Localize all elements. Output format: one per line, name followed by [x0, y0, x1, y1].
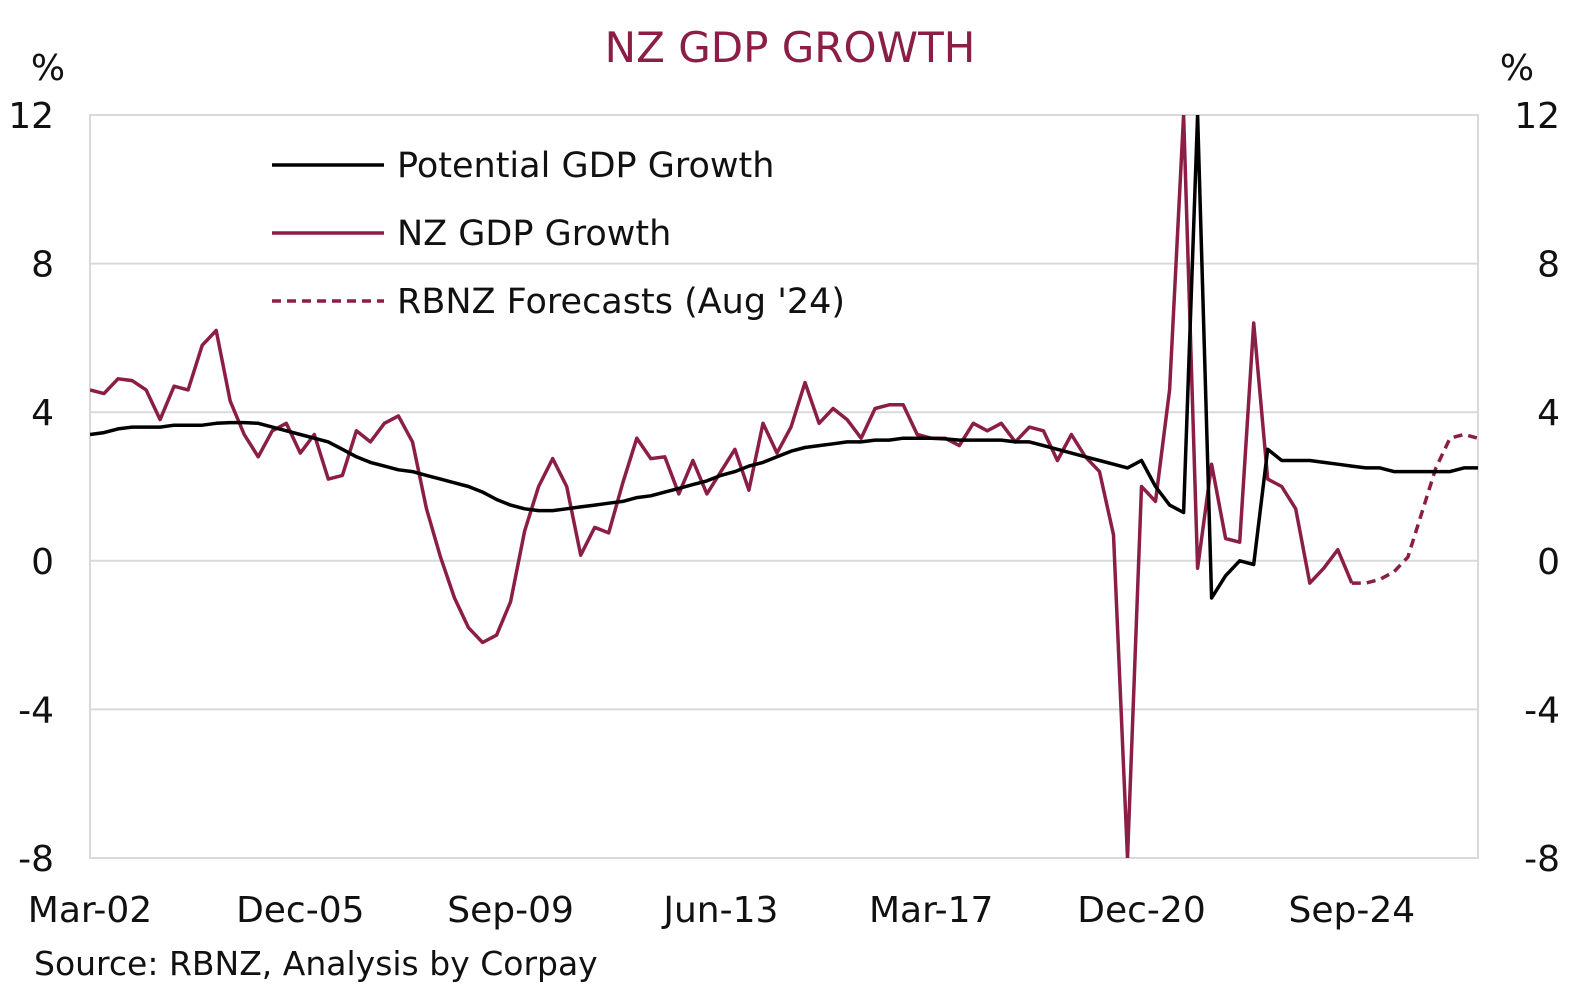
legend: Potential GDP Growth NZ GDP Growth RBNZ Fo…: [272, 146, 845, 322]
y-tick-label-left: 4: [31, 393, 54, 434]
legend-label: RBNZ Forecasts (Aug '24): [397, 282, 845, 322]
series-line-0: [90, 115, 1478, 600]
legend-label: Potential GDP Growth: [397, 146, 774, 186]
y-tick-label-left: 12: [8, 96, 54, 137]
y-tick-label-left: 0: [31, 542, 54, 583]
y-tick-label-left: 8: [31, 245, 54, 286]
x-tick-label: Sep-09: [447, 890, 574, 931]
x-tick-label: Jun-13: [661, 890, 778, 931]
y-tick-label-right: -4: [1524, 690, 1560, 731]
x-tick-label: Dec-05: [236, 890, 364, 931]
x-tick-label: Mar-17: [869, 890, 993, 931]
series-line-1: [90, 115, 1354, 858]
y-tick-label-right: 4: [1537, 393, 1560, 434]
x-axis: Mar-02 Dec-05 Sep-09 Jun-13 Mar-17 Dec-20 Sep-…: [28, 890, 1415, 931]
y-unit-right: %: [1500, 48, 1534, 89]
gridlines: [90, 114, 1478, 859]
series-lines: [90, 115, 1478, 858]
plot-frame: [89, 114, 1479, 859]
y-tick-label-right: -8: [1524, 839, 1560, 880]
source-note: Source: RBNZ, Analysis by Corpay: [34, 944, 598, 983]
x-tick-label: Sep-24: [1288, 890, 1415, 931]
legend-label: NZ GDP Growth: [397, 214, 671, 254]
y-tick-label-left: -8: [18, 839, 54, 880]
x-tick-label: Mar-02: [28, 890, 152, 931]
y-tick-label-left: -4: [18, 690, 54, 731]
y-tick-label-right: 12: [1514, 96, 1560, 137]
y-tick-label-right: 8: [1537, 245, 1560, 286]
y-unit-left: %: [31, 48, 65, 89]
y-axis-left: -8 -4 0 4 8 12: [8, 96, 54, 880]
chart-title: NZ GDP GROWTH: [605, 23, 976, 72]
y-tick-label-right: 0: [1537, 542, 1560, 583]
x-tick-label: Dec-20: [1077, 890, 1205, 931]
y-axis-right: -8 -4 0 4 8 12: [1514, 96, 1560, 880]
